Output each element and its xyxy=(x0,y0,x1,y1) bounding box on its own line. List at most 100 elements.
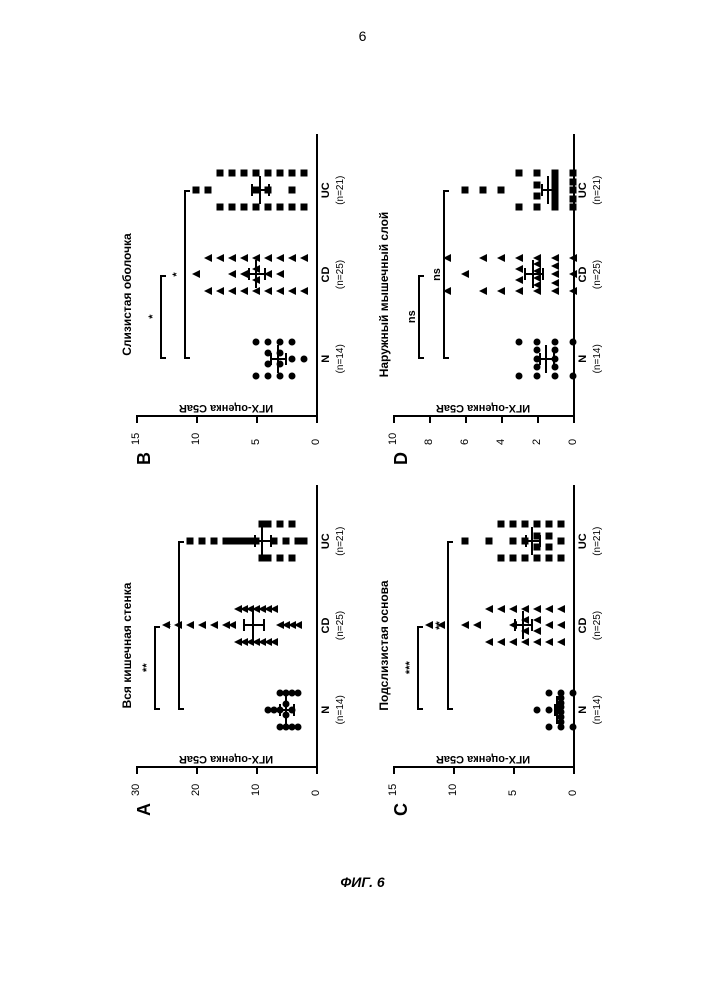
ytick xyxy=(429,415,431,423)
panel-A: AВся кишечная стенкаИГХ-оценка C5aR01020… xyxy=(120,481,363,810)
data-point xyxy=(545,622,553,630)
xgroup-n: (n=21) xyxy=(335,176,346,205)
xgroup-label: CD xyxy=(577,618,589,634)
ytick-label: 10 xyxy=(447,784,459,796)
data-point xyxy=(570,204,577,211)
data-point xyxy=(211,538,218,545)
ytick xyxy=(393,766,395,774)
data-point xyxy=(283,723,290,730)
data-point xyxy=(485,638,493,646)
significance-bar xyxy=(154,626,156,710)
ytick xyxy=(136,415,138,423)
xgroup-label: N xyxy=(320,355,332,363)
error-bar xyxy=(243,625,262,627)
error-cap xyxy=(279,704,281,716)
data-point xyxy=(546,723,553,730)
data-point xyxy=(570,338,577,345)
data-point xyxy=(515,287,523,295)
data-point xyxy=(534,521,541,528)
significance-label: * xyxy=(165,623,177,627)
data-point xyxy=(276,287,284,295)
xgroup-label: CD xyxy=(577,267,589,283)
xgroup-n: (n=14) xyxy=(335,695,346,724)
data-point xyxy=(516,170,523,177)
yaxis-label: ИГХ-оценка C5aR xyxy=(179,753,273,765)
xgroup-n: (n=21) xyxy=(335,527,346,556)
xgroup-n: (n=25) xyxy=(335,611,346,640)
panel-letter: D xyxy=(391,452,412,465)
xgroup-n: (n=14) xyxy=(592,344,603,373)
error-cap xyxy=(554,704,556,716)
xgroup-label: N xyxy=(577,355,589,363)
data-point xyxy=(522,555,529,562)
data-point xyxy=(461,271,469,279)
data-point xyxy=(229,538,236,545)
yaxis-label: ИГХ-оценка C5aR xyxy=(436,753,530,765)
error-cap xyxy=(268,184,270,196)
data-point xyxy=(289,187,296,194)
error-bar xyxy=(541,189,555,191)
data-point xyxy=(546,532,553,539)
data-point xyxy=(277,555,284,562)
data-point xyxy=(265,706,272,713)
ytick-label: 5 xyxy=(507,790,519,796)
data-point xyxy=(545,638,553,646)
xgroup-label: N xyxy=(577,706,589,714)
ytick xyxy=(316,415,318,423)
data-point xyxy=(229,204,236,211)
data-point xyxy=(509,638,517,646)
error-bar xyxy=(254,540,271,542)
ytick xyxy=(393,415,395,423)
data-point xyxy=(515,265,523,273)
data-point xyxy=(534,204,541,211)
error-cap xyxy=(514,620,516,632)
page-number: 6 xyxy=(0,0,725,44)
significance-bar xyxy=(443,190,445,359)
error-cap xyxy=(285,353,287,365)
ytick xyxy=(513,766,515,774)
data-point xyxy=(498,555,505,562)
data-point xyxy=(479,287,487,295)
data-point xyxy=(480,187,487,194)
data-point xyxy=(277,521,284,528)
data-point xyxy=(522,521,529,528)
data-point xyxy=(570,195,577,202)
data-point xyxy=(252,287,260,295)
error-bar xyxy=(270,358,284,360)
data-point xyxy=(569,254,577,262)
significance-label: * xyxy=(147,315,159,319)
data-point xyxy=(288,287,296,295)
data-point xyxy=(199,538,206,545)
ytick-label: 20 xyxy=(190,784,202,796)
data-point xyxy=(551,287,559,295)
error-bar xyxy=(525,540,539,542)
data-point xyxy=(240,287,248,295)
data-point xyxy=(533,627,541,635)
data-point xyxy=(295,538,302,545)
data-point xyxy=(516,204,523,211)
error-cap xyxy=(524,269,526,281)
data-point xyxy=(510,521,517,528)
error-cap xyxy=(553,353,555,365)
data-point xyxy=(289,204,296,211)
data-point xyxy=(241,204,248,211)
error-bar xyxy=(248,274,265,276)
ytick-label: 15 xyxy=(387,784,399,796)
ytick-label: 2 xyxy=(531,439,543,445)
significance-label: ns xyxy=(406,310,418,323)
data-point xyxy=(546,555,553,562)
data-point xyxy=(497,287,505,295)
data-point xyxy=(557,605,565,613)
data-point xyxy=(277,204,284,211)
data-point xyxy=(289,338,296,345)
ytick xyxy=(196,415,198,423)
data-point xyxy=(265,372,272,379)
error-cap xyxy=(541,184,543,196)
data-point xyxy=(558,689,565,696)
data-point xyxy=(570,187,577,194)
error-cap xyxy=(525,535,527,547)
ytick xyxy=(256,415,258,423)
significance-label: *** xyxy=(404,661,416,674)
data-point xyxy=(186,622,194,630)
data-point xyxy=(241,170,248,177)
